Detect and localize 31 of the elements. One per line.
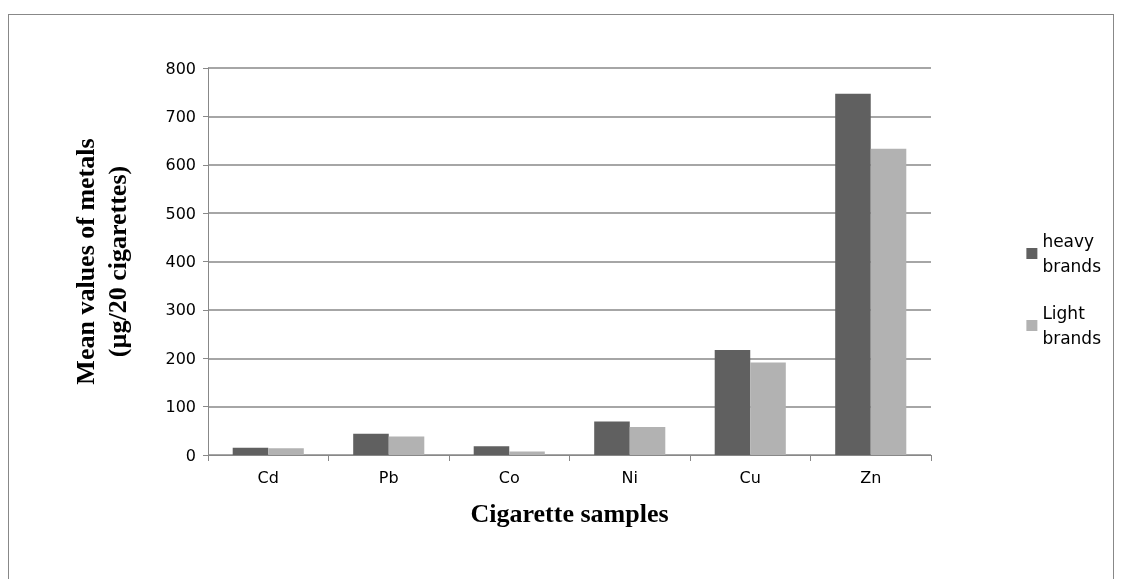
y-tick-label: 0 [185,445,196,465]
bar [629,426,666,455]
bar [714,350,751,455]
bar [232,447,269,455]
y-tick-label: 600 [165,155,196,175]
x-tick-label: Co [498,467,520,487]
y-axis-title: Mean values of metals (µg/20 cigarettes) [70,138,132,385]
x-tick-label: Zn [860,467,882,487]
y-tick-label: 300 [165,300,196,320]
y-tick-label: 800 [165,58,196,78]
x-tick-label: Cu [739,467,761,487]
x-tick-label: Pb [378,467,399,487]
x-axis-title: Cigarette samples [470,498,669,528]
y-tick-label: 400 [165,252,196,271]
bar [473,446,510,455]
bar [835,93,871,455]
x-tick-label: Ni [621,467,638,487]
bar [509,451,545,455]
bar [870,148,907,455]
bar [388,436,425,455]
x-tick-label: Cd [257,467,279,487]
legend-label: heavy brands [1042,231,1102,276]
bar [750,362,786,455]
legend-label: Light brands [1042,303,1102,348]
bar [594,421,630,455]
y-tick-label: 500 [165,203,196,223]
y-tick-label: 200 [165,348,196,368]
bar [353,433,389,455]
y-tick-label: 700 [165,106,196,126]
y-tick-label: 100 [165,397,196,417]
bar [268,448,304,455]
